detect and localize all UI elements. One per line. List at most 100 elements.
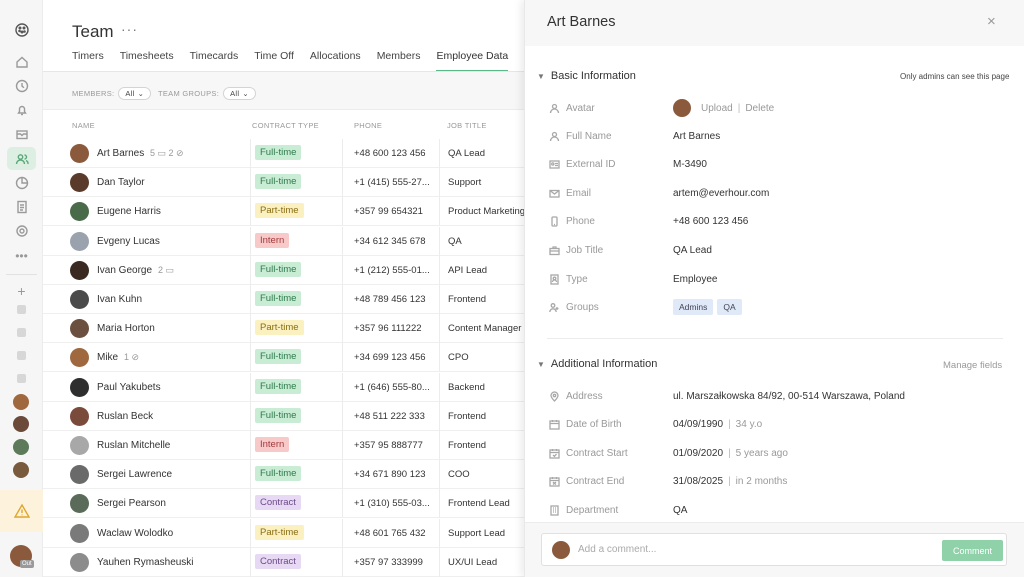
employee-name[interactable]: Evgeny Lucas xyxy=(97,235,160,247)
logo-icon[interactable] xyxy=(12,20,31,39)
table-row[interactable]: Ruslan Mitchelle Intern +357 95 888777 Fron… xyxy=(43,431,524,460)
table-row[interactable]: Eugene Harris Part-time +357 99 654321 Prod… xyxy=(43,197,524,227)
table-row[interactable]: Ruslan Beck Full-time +48 511 222 333 Front… xyxy=(43,401,524,431)
job-title: Product Marketing xyxy=(448,206,524,218)
avatar xyxy=(70,436,89,455)
comment-input[interactable]: Add a comment... xyxy=(578,544,657,555)
table-row[interactable]: Sergei Lawrence Full-time +34 671 890 123 C… xyxy=(43,460,524,490)
clock-icon[interactable] xyxy=(12,76,31,95)
table-row[interactable]: Mike 1 ⊘ Full-time +34 699 123 456 CPO xyxy=(43,343,524,373)
additional-info-toggle[interactable]: ▼ Additional Information xyxy=(537,358,657,370)
tab-timesheets[interactable]: Timesheets xyxy=(119,50,174,62)
table-row[interactable]: Ivan George 2 ▭ Full-time +1 (212) 555-01..… xyxy=(43,255,524,285)
user-avatar[interactable] xyxy=(13,394,29,410)
members-filter-label: MEMBERS: xyxy=(72,89,115,98)
tab-timecards[interactable]: Timecards xyxy=(189,50,239,62)
groups-filter: TEAM GROUPS: All ⌄ xyxy=(158,87,256,100)
close-icon[interactable]: × xyxy=(987,13,996,30)
employee-name[interactable]: Paul Yakubets xyxy=(97,381,161,393)
employee-name[interactable]: Dan Taylor xyxy=(97,177,145,189)
home-icon[interactable] xyxy=(12,52,31,71)
settings-icon[interactable] xyxy=(12,221,31,240)
separator: | xyxy=(728,419,731,431)
warning-banner[interactable] xyxy=(0,490,43,532)
groups-filter-select[interactable]: All ⌄ xyxy=(223,87,256,100)
contract-badge: Intern xyxy=(255,232,290,248)
manage-fields-link[interactable]: Manage fields xyxy=(943,360,1003,371)
employee-name[interactable]: Maria Horton xyxy=(97,323,155,335)
group-tag[interactable]: Admins xyxy=(673,299,714,315)
column-header-job[interactable]: JOB TITLE xyxy=(447,121,487,130)
document-icon[interactable] xyxy=(12,197,31,216)
project-dot[interactable] xyxy=(17,351,26,360)
field-value[interactable]: artem@everhour.com xyxy=(673,187,770,199)
project-dot[interactable] xyxy=(17,305,26,314)
more-icon[interactable]: ••• xyxy=(15,248,28,263)
employee-name[interactable]: Waclaw Wolodko xyxy=(97,527,174,539)
contract-badge: Full-time xyxy=(255,466,302,482)
team-icon[interactable] xyxy=(7,147,36,170)
tab-employee-data[interactable]: Employee Data xyxy=(436,50,508,72)
add-icon[interactable]: + xyxy=(17,282,26,299)
employee-name[interactable]: Ruslan Beck xyxy=(97,410,154,422)
employee-name[interactable]: Art Barnes xyxy=(97,148,145,159)
table-row[interactable]: Evgeny Lucas Intern +34 612 345 678 QA xyxy=(43,226,524,256)
contract-badge: Part-time xyxy=(255,524,304,540)
field-value[interactable]: 01/09/2020 xyxy=(673,447,724,459)
employee-name[interactable]: Ivan Kuhn xyxy=(97,294,143,305)
column-header-name[interactable]: NAME xyxy=(72,121,95,130)
bell-icon[interactable] xyxy=(12,100,31,119)
user-avatar[interactable] xyxy=(13,416,29,432)
user-avatar[interactable] xyxy=(13,439,29,455)
field-value[interactable]: QA Lead xyxy=(673,244,712,256)
basic-info-toggle[interactable]: ▼ Basic Information xyxy=(537,70,636,82)
table-row[interactable]: Yauhen Rymasheuski Contract +357 97 333999… xyxy=(43,547,524,577)
field-value[interactable]: 31/08/2025 xyxy=(673,476,724,488)
column-header-contract[interactable]: CONTRACT TYPE xyxy=(252,121,319,130)
table-row[interactable]: Sergei Pearson Contract +1 (310) 555-03...… xyxy=(43,489,524,519)
field-value[interactable]: +48 600 123 456 xyxy=(673,216,749,228)
employee-name[interactable]: Sergei Pearson xyxy=(97,498,166,510)
table-row[interactable]: Maria Horton Part-time +357 96 111222 Conte… xyxy=(43,314,524,344)
group-tag[interactable]: QA xyxy=(717,299,742,315)
tab-members[interactable]: Members xyxy=(376,50,421,62)
table-row[interactable]: Waclaw Wolodko Part-time +48 601 765 432 Su… xyxy=(43,518,524,548)
page-menu-button[interactable]: ··· xyxy=(121,21,138,37)
inbox-icon[interactable] xyxy=(12,124,31,143)
comment-button[interactable]: Comment xyxy=(942,540,1003,561)
tab-allocations[interactable]: Allocations xyxy=(309,50,361,62)
employee-name[interactable]: Eugene Harris xyxy=(97,206,161,218)
field-address: Address ul. Marszałkowska 84/92, 00-514 W… xyxy=(549,389,1019,403)
id-card-icon xyxy=(549,159,560,170)
upload-link[interactable]: Upload xyxy=(701,102,733,114)
table-row[interactable]: Art Barnes 5 ▭ 2 ⊘ Full-time +48 600 123 45… xyxy=(43,139,524,168)
pie-chart-icon[interactable] xyxy=(12,173,31,192)
building-icon xyxy=(549,505,560,516)
members-filter-select[interactable]: All ⌄ xyxy=(118,87,152,100)
delete-link[interactable]: Delete xyxy=(745,102,775,114)
tab-bar: Timers Timesheets Timecards Time Off Allocat… xyxy=(72,50,524,72)
table-row[interactable]: Dan Taylor Full-time +1 (415) 555-27... Sup… xyxy=(43,168,524,198)
user-avatar[interactable] xyxy=(13,462,29,478)
tab-timers[interactable]: Timers xyxy=(72,50,104,62)
project-dot[interactable] xyxy=(17,328,26,337)
field-value[interactable]: M-3490 xyxy=(673,159,707,171)
employee-name[interactable]: Ivan George xyxy=(97,264,153,276)
field-value[interactable]: Art Barnes xyxy=(673,130,721,142)
field-value[interactable]: ul. Marszałkowska 84/92, 00-514 Warszawa… xyxy=(673,390,905,402)
field-label: External ID xyxy=(566,159,616,171)
employee-name[interactable]: Sergei Lawrence xyxy=(97,469,173,481)
table-row[interactable]: Paul Yakubets Full-time +1 (646) 555-80...… xyxy=(43,372,524,402)
tab-time-off[interactable]: Time Off xyxy=(254,50,294,62)
column-header-phone[interactable]: PHONE xyxy=(354,121,383,130)
field-value[interactable]: 04/09/1990 xyxy=(673,419,724,431)
field-full-name: Full Name Art Barnes xyxy=(549,129,1019,143)
table-row[interactable]: Ivan Kuhn Full-time +48 789 456 123 Fronten… xyxy=(43,285,524,314)
employee-name[interactable]: Ruslan Mitchelle xyxy=(97,440,171,451)
users-icon xyxy=(549,302,560,313)
employee-name[interactable]: Yauhen Rymasheuski xyxy=(97,556,194,568)
field-value[interactable]: Employee xyxy=(673,273,718,285)
employee-name[interactable]: Mike xyxy=(97,352,119,364)
project-dot[interactable] xyxy=(17,374,26,383)
field-value[interactable]: QA xyxy=(673,504,688,516)
